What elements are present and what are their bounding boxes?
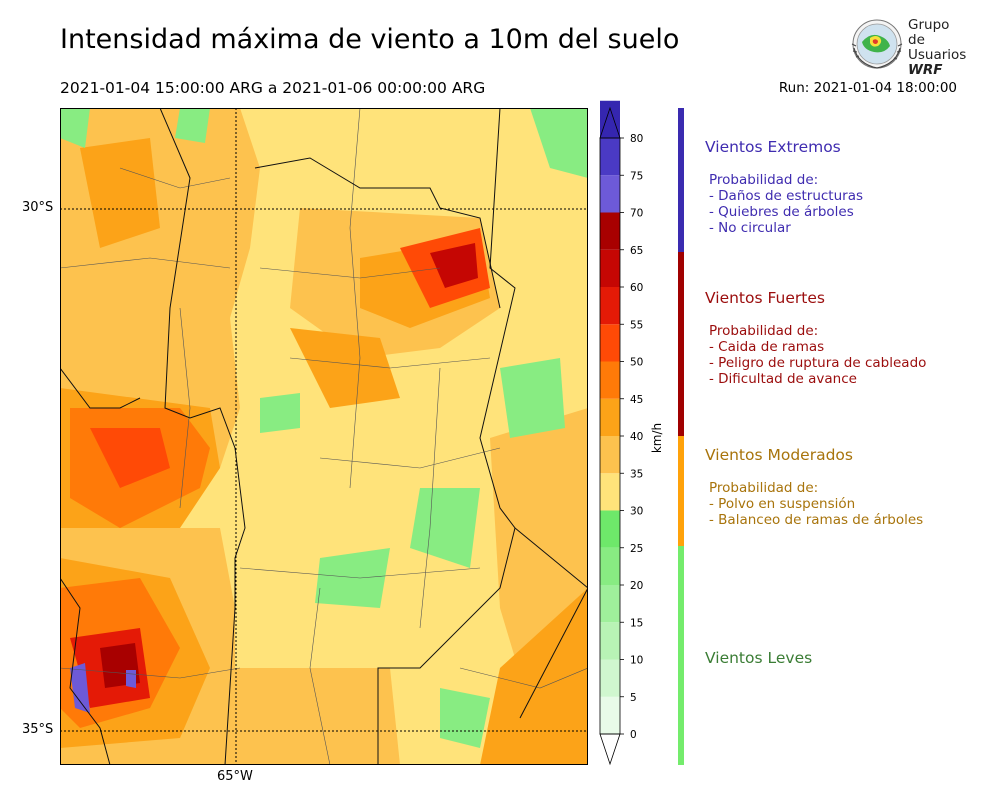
legend-bar-leves xyxy=(678,546,684,765)
colorbar-segment xyxy=(600,585,620,623)
colorbar-segments xyxy=(599,100,621,766)
colorbar-tick-label: 15 xyxy=(630,617,643,629)
desc-item: - Polvo en suspensión xyxy=(709,496,856,512)
colorbar-segment xyxy=(600,249,620,287)
colorbar-segment xyxy=(600,175,620,213)
colorbar-tick-label: 75 xyxy=(630,170,643,182)
colorbar-segment xyxy=(600,212,620,250)
colorbar-segment xyxy=(600,547,620,585)
colorbar-tick-label: 60 xyxy=(630,282,643,294)
logo: Grupo de Usuarios WRF xyxy=(848,18,968,78)
category-desc-extremos: Probabilidad de: - Daños de estructuras … xyxy=(709,172,863,236)
legend-bar-extremos xyxy=(678,108,684,252)
colorbar-tick-label: 40 xyxy=(630,431,643,443)
page-title: Intensidad máxima de viento a 10m del su… xyxy=(60,24,680,55)
colorbar-tick-label: 35 xyxy=(630,468,643,480)
colorbar-segment xyxy=(600,510,620,548)
category-desc-fuertes: Probabilidad de: - Caida de ramas - Peli… xyxy=(709,323,926,387)
colorbar-min-arrow xyxy=(599,733,621,766)
colorbar-tick-label: 55 xyxy=(630,319,643,331)
desc-item: - Caida de ramas xyxy=(709,339,825,355)
desc-item: - Dificultad de avance xyxy=(709,371,857,387)
colorbar-tick-label: 80 xyxy=(630,133,643,145)
colorbar-tick-label: 50 xyxy=(630,357,643,369)
category-title-leves: Vientos Leves xyxy=(705,649,813,667)
wind-map xyxy=(60,108,588,765)
category-title-extremos: Vientos Extremos xyxy=(705,138,841,156)
run-time: Run: 2021-01-04 18:00:00 xyxy=(778,80,957,96)
colorbar-segment xyxy=(600,287,620,325)
legend-bar-fuertes xyxy=(678,252,684,436)
category-desc-moderados: Probabilidad de: - Polvo en suspensión -… xyxy=(709,480,923,528)
province-boundaries xyxy=(60,108,588,765)
colorbar-segment xyxy=(600,622,620,660)
latitude-label-35s: 35°S xyxy=(22,722,54,737)
latitude-label-30s: 30°S xyxy=(22,200,54,215)
logo-text: Grupo de Usuarios WRF xyxy=(908,18,968,78)
forecast-period: 2021-01-04 15:00:00 ARG a 2021-01-06 00:… xyxy=(60,79,486,97)
globe-logo-icon xyxy=(851,19,903,69)
graticule xyxy=(60,108,588,765)
department-boundaries xyxy=(60,108,588,765)
colorbar-segment xyxy=(600,473,620,511)
colorbar-segment xyxy=(600,398,620,436)
desc-header: Probabilidad de: xyxy=(709,172,819,188)
colorbar-tick-label: 0 xyxy=(630,729,637,741)
colorbar-tick-label: 30 xyxy=(630,506,643,518)
colorbar-segment xyxy=(600,436,620,474)
category-title-moderados: Vientos Moderados xyxy=(705,446,853,464)
colorbar-segment xyxy=(600,138,620,176)
wind-field xyxy=(60,108,588,765)
colorbar-tick-label: 65 xyxy=(630,245,643,257)
colorbar-tick-label: 5 xyxy=(630,692,637,704)
longitude-label-65w: 65°W xyxy=(217,769,253,784)
colorbar-unit-label: km/h xyxy=(650,423,664,453)
desc-item: - Quiebres de árboles xyxy=(709,204,854,220)
desc-item: - Balanceo de ramas de árboles xyxy=(709,512,924,528)
colorbar-ticks: 0 5 10 15 20 25 30 35 40 45 50 55 60 65 70 75 80 xyxy=(620,133,643,741)
colorbar-segment xyxy=(600,361,620,399)
desc-item: - Daños de estructuras xyxy=(709,188,864,204)
desc-header: Probabilidad de: xyxy=(709,480,819,496)
legend-bar-moderados xyxy=(678,436,684,546)
colorbar: 0 5 10 15 20 25 30 35 40 45 50 55 60 65 70 75 80 km/h xyxy=(599,100,664,766)
colorbar-segment xyxy=(600,696,620,734)
colorbar-tick-label: 45 xyxy=(630,394,643,406)
desc-item: - No circular xyxy=(709,220,791,236)
colorbar-segment xyxy=(600,324,620,362)
logo-line-3: WRF xyxy=(908,62,943,78)
colorbar-tick-label: 70 xyxy=(630,208,643,220)
logo-line-1: Grupo de xyxy=(908,17,950,48)
colorbar-tick-label: 25 xyxy=(630,543,643,555)
category-title-fuertes: Vientos Fuertes xyxy=(705,289,825,307)
desc-header: Probabilidad de: xyxy=(709,323,819,339)
colorbar-tick-label: 10 xyxy=(630,655,643,667)
logo-line-2: Usuarios xyxy=(908,47,967,63)
colorbar-segment xyxy=(600,659,620,697)
colorbar-tick-label: 20 xyxy=(630,580,643,592)
desc-item: - Peligro de ruptura de cableado xyxy=(709,355,927,371)
map-frame xyxy=(60,108,588,765)
